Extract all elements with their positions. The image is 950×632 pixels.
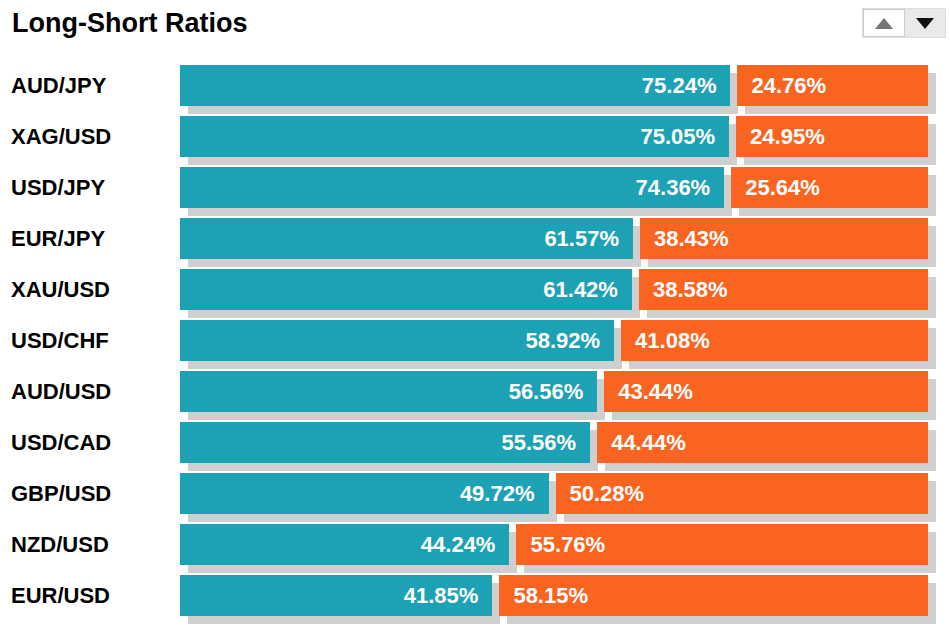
table-row: AUD/USD 56.56% 43.44% xyxy=(0,371,950,412)
long-percent-label: 75.24% xyxy=(642,73,717,99)
long-bar-segment: 75.24% xyxy=(180,65,730,106)
short-percent-label: 38.43% xyxy=(654,226,729,252)
table-row: XAU/USD 61.42% 38.58% xyxy=(0,269,950,310)
pair-label: XAG/USD xyxy=(0,124,180,150)
long-bar-segment: 75.05% xyxy=(180,116,729,157)
long-percent-label: 61.57% xyxy=(544,226,619,252)
page-title: Long-Short Ratios xyxy=(12,8,247,39)
short-percent-label: 38.58% xyxy=(653,277,728,303)
long-percent-label: 61.42% xyxy=(543,277,618,303)
stacked-bar: 74.36% 25.64% xyxy=(180,167,928,208)
table-row: EUR/JPY 61.57% 38.43% xyxy=(0,218,950,259)
short-percent-label: 58.15% xyxy=(513,583,588,609)
stacked-bar: 58.92% 41.08% xyxy=(180,320,928,361)
widget-header: Long-Short Ratios xyxy=(0,0,950,65)
stacked-bar: 55.56% 44.44% xyxy=(180,422,928,463)
stacked-bar: 61.42% 38.58% xyxy=(180,269,928,310)
long-bar-segment: 44.24% xyxy=(180,524,509,565)
triangle-down-icon xyxy=(916,18,934,29)
table-row: AUD/JPY 75.24% 24.76% xyxy=(0,65,950,106)
short-bar-segment: 44.44% xyxy=(597,422,928,463)
pair-label: GBP/USD xyxy=(0,481,180,507)
short-percent-label: 43.44% xyxy=(618,379,693,405)
table-row: USD/CHF 58.92% 41.08% xyxy=(0,320,950,361)
sort-ascending-button[interactable] xyxy=(863,9,905,37)
table-row: GBP/USD 49.72% 50.28% xyxy=(0,473,950,514)
ratio-rows-container: AUD/JPY 75.24% 24.76% XAG/USD 75.05% 24.95% US… xyxy=(0,65,950,626)
short-percent-label: 41.08% xyxy=(635,328,710,354)
short-percent-label: 24.95% xyxy=(750,124,825,150)
pair-label: AUD/JPY xyxy=(0,73,180,99)
pair-label: EUR/USD xyxy=(0,583,180,609)
long-bar-segment: 49.72% xyxy=(180,473,549,514)
stacked-bar: 56.56% 43.44% xyxy=(180,371,928,412)
long-percent-label: 44.24% xyxy=(421,532,496,558)
long-percent-label: 56.56% xyxy=(509,379,584,405)
table-row: NZD/USD 44.24% 55.76% xyxy=(0,524,950,565)
long-bar-segment: 56.56% xyxy=(180,371,597,412)
long-percent-label: 41.85% xyxy=(404,583,479,609)
short-bar-segment: 25.64% xyxy=(731,167,928,208)
short-bar-segment: 24.76% xyxy=(737,65,928,106)
short-percent-label: 25.64% xyxy=(745,175,820,201)
long-percent-label: 74.36% xyxy=(636,175,711,201)
short-percent-label: 24.76% xyxy=(751,73,826,99)
long-short-ratios-widget: Long-Short Ratios AUD/JPY 75.24% 24.76% XAG… xyxy=(0,0,950,632)
sort-descending-button[interactable] xyxy=(905,9,945,37)
short-bar-segment: 55.76% xyxy=(516,524,928,565)
table-row: USD/JPY 74.36% 25.64% xyxy=(0,167,950,208)
short-percent-label: 44.44% xyxy=(611,430,686,456)
triangle-up-icon xyxy=(875,18,893,29)
short-bar-segment: 41.08% xyxy=(621,320,928,361)
pair-label: USD/JPY xyxy=(0,175,180,201)
stacked-bar: 61.57% 38.43% xyxy=(180,218,928,259)
short-bar-segment: 43.44% xyxy=(604,371,928,412)
short-bar-segment: 50.28% xyxy=(556,473,929,514)
short-bar-segment: 58.15% xyxy=(499,575,928,616)
short-bar-segment: 38.58% xyxy=(639,269,928,310)
long-bar-segment: 61.57% xyxy=(180,218,633,259)
pair-label: NZD/USD xyxy=(0,532,180,558)
pair-label: AUD/USD xyxy=(0,379,180,405)
pair-label: XAU/USD xyxy=(0,277,180,303)
long-percent-label: 58.92% xyxy=(525,328,600,354)
pair-label: USD/CHF xyxy=(0,328,180,354)
stacked-bar: 41.85% 58.15% xyxy=(180,575,928,616)
long-percent-label: 55.56% xyxy=(502,430,577,456)
long-bar-segment: 41.85% xyxy=(180,575,492,616)
short-bar-segment: 24.95% xyxy=(736,116,928,157)
table-row: USD/CAD 55.56% 44.44% xyxy=(0,422,950,463)
sort-control xyxy=(862,8,946,38)
table-row: XAG/USD 75.05% 24.95% xyxy=(0,116,950,157)
stacked-bar: 75.24% 24.76% xyxy=(180,65,928,106)
short-percent-label: 55.76% xyxy=(530,532,605,558)
stacked-bar: 49.72% 50.28% xyxy=(180,473,928,514)
long-percent-label: 75.05% xyxy=(640,124,715,150)
long-bar-segment: 74.36% xyxy=(180,167,724,208)
short-bar-segment: 38.43% xyxy=(640,218,928,259)
pair-label: USD/CAD xyxy=(0,430,180,456)
pair-label: EUR/JPY xyxy=(0,226,180,252)
stacked-bar: 75.05% 24.95% xyxy=(180,116,928,157)
long-bar-segment: 61.42% xyxy=(180,269,632,310)
stacked-bar: 44.24% 55.76% xyxy=(180,524,928,565)
long-bar-segment: 55.56% xyxy=(180,422,590,463)
long-percent-label: 49.72% xyxy=(460,481,535,507)
table-row: EUR/USD 41.85% 58.15% xyxy=(0,575,950,616)
long-bar-segment: 58.92% xyxy=(180,320,614,361)
short-percent-label: 50.28% xyxy=(570,481,645,507)
